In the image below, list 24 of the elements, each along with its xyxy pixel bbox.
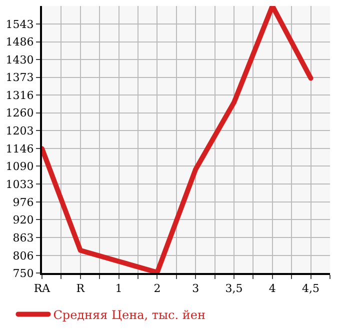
- y-tick-label: 1316: [6, 89, 34, 102]
- x-tick-label: 3: [192, 282, 200, 296]
- x-tick-label: 1: [115, 282, 122, 296]
- y-tick-label: 1260: [6, 106, 34, 120]
- y-tick-label: 920: [12, 213, 34, 226]
- x-tick-label: 4: [268, 282, 276, 296]
- y-tick-label: 1486: [6, 36, 34, 49]
- legend-label: Средняя Цена, тыс. йен: [53, 308, 206, 322]
- x-tick-label: 2: [154, 282, 161, 296]
- y-tick-label: 863: [12, 231, 34, 244]
- y-tick-label: 806: [12, 249, 34, 262]
- y-tick-label: 750: [12, 266, 34, 280]
- y-tick-label: 1090: [6, 160, 34, 174]
- y-tick-label: 1430: [6, 53, 34, 66]
- x-tick-label: 3,5: [225, 282, 243, 296]
- y-tick-label: 1373: [6, 71, 34, 84]
- y-tick-label: 1203: [6, 124, 34, 138]
- y-tick-label: 1543: [6, 18, 34, 31]
- y-tick-label: 1146: [6, 142, 34, 156]
- x-tick-label: R: [76, 282, 86, 296]
- x-tick-label: 4,5: [302, 282, 320, 296]
- x-tick-label: RA: [34, 282, 52, 296]
- y-tick-label: 976: [12, 196, 34, 209]
- y-tick-label: 1033: [6, 178, 34, 191]
